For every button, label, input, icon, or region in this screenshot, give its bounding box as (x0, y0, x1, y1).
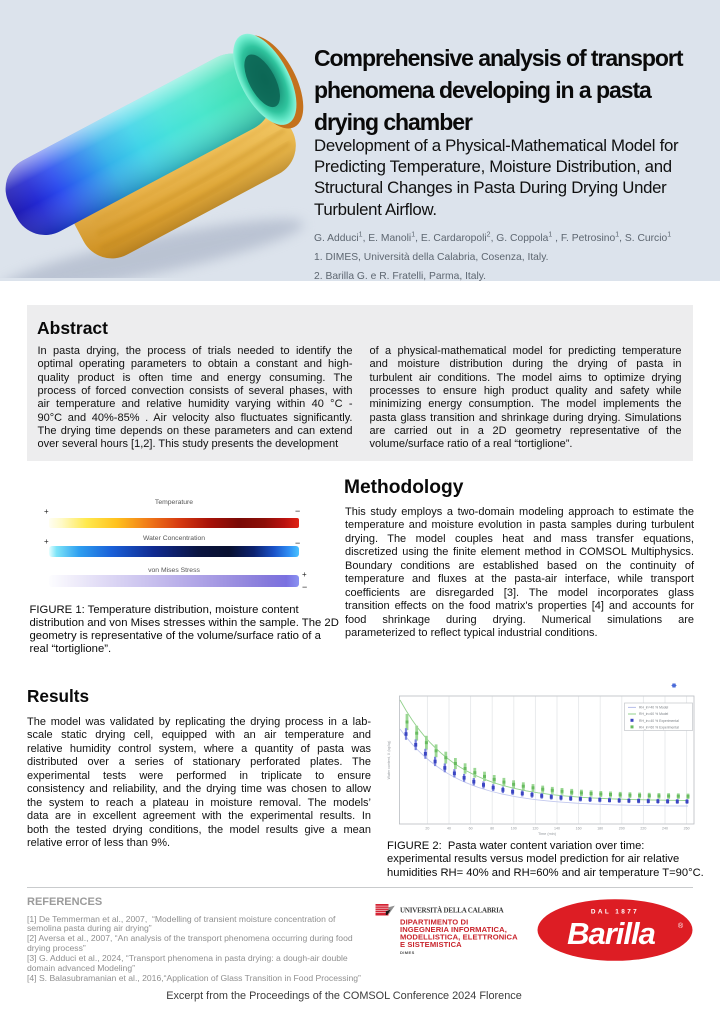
svg-text:120: 120 (532, 827, 538, 831)
svg-text:DAL 1877: DAL 1877 (591, 909, 639, 916)
svg-text:200: 200 (619, 827, 625, 831)
svg-text:260: 260 (684, 827, 690, 831)
svg-text:40: 40 (447, 827, 451, 831)
svg-text:Barilla: Barilla (567, 916, 656, 951)
svg-text:DIMES: DIMES (400, 950, 415, 955)
svg-text:100: 100 (511, 827, 517, 831)
svg-text:RH_in=40 % Experimental: RH_in=40 % Experimental (639, 719, 679, 723)
svg-text:UNIVERSITÀ DELLA CALABRIA: UNIVERSITÀ DELLA CALABRIA (400, 907, 504, 915)
svg-text:RH_in=40 % Model: RH_in=40 % Model (639, 706, 669, 710)
svg-text:Water content, X (kg/kg): Water content, X (kg/kg) (387, 741, 391, 780)
svg-text:RH_in=60 % Model: RH_in=60 % Model (639, 712, 669, 716)
svg-text:INGEGNERIA INFORMATICA,: INGEGNERIA INFORMATICA, (400, 925, 507, 934)
svg-text:RH_in=60 % Experimental: RH_in=60 % Experimental (639, 725, 679, 729)
svg-text:20: 20 (425, 827, 429, 831)
svg-text:Time (min): Time (min) (538, 832, 557, 836)
svg-text:®: ® (678, 922, 684, 930)
svg-text:E SISTEMISTICA: E SISTEMISTICA (400, 940, 462, 949)
svg-text:DIPARTIMENTO DI: DIPARTIMENTO DI (400, 918, 468, 927)
svg-text:80: 80 (490, 827, 494, 831)
svg-text:220: 220 (640, 827, 646, 831)
svg-text:60: 60 (469, 827, 473, 831)
svg-text:MODELLISTICA, ELETTRONICA: MODELLISTICA, ELETTRONICA (400, 932, 518, 941)
svg-text:240: 240 (662, 827, 668, 831)
svg-text:180: 180 (597, 827, 603, 831)
svg-text:160: 160 (576, 827, 582, 831)
svg-text:140: 140 (554, 827, 560, 831)
